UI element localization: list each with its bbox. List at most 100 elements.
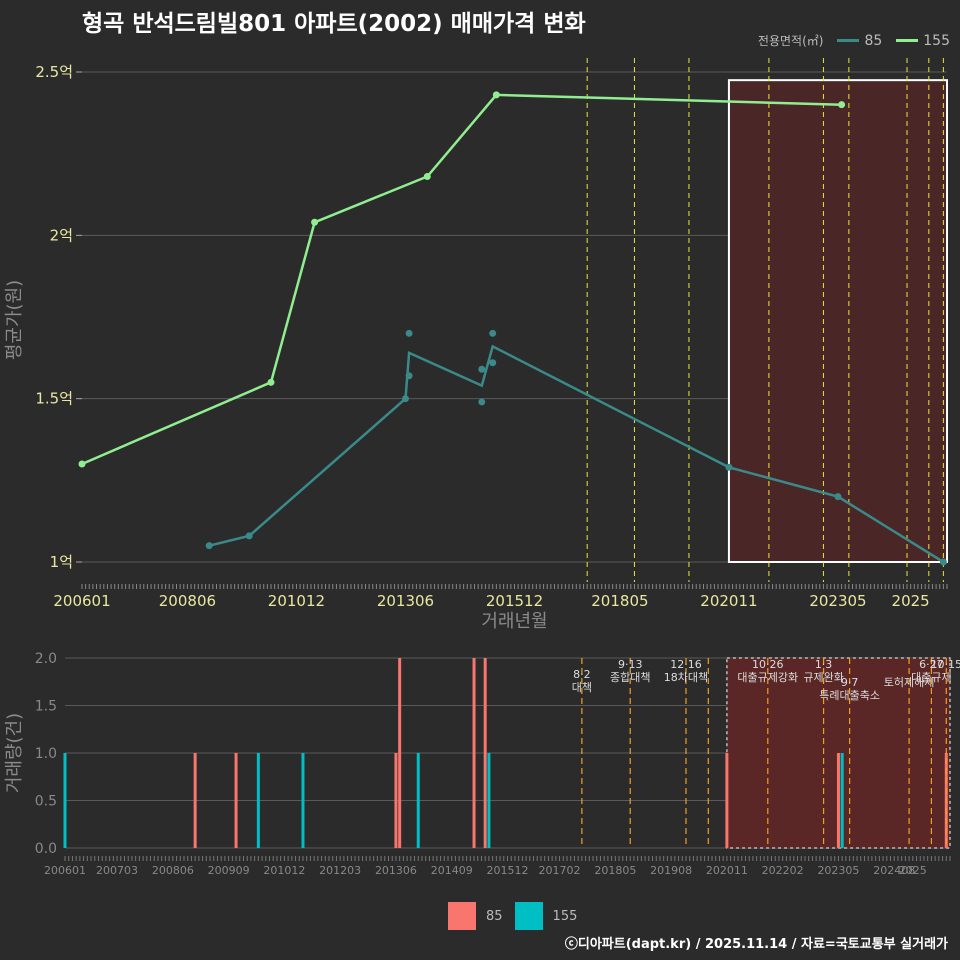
vol-policy-label: 1·3 규제완화 [803,658,843,684]
legend-item-85[interactable]: 85 [837,33,882,49]
vol-policy-label-line: 토허제해제 [884,675,935,689]
legend-bottom-item-85[interactable]: 85 [448,902,503,930]
legend-bottom: 85 155 [448,902,589,930]
vol-policy-label-line: 9·7 [841,676,859,689]
main-y-axis-title: 평균가(원) [4,280,25,360]
series-point-155 [838,101,846,109]
vol-x-tick-label: 201512 [487,864,529,877]
vol-policy-label-line: 1·3 [815,658,833,671]
vol-bar-155 [840,753,844,848]
legend-swatch-155-icon [514,902,543,930]
vol-bar-85 [836,753,840,848]
vol-bar-85 [234,753,238,848]
vol-policy-label-line: 9·13 [618,658,643,671]
vol-x-tick-label: 201012 [263,864,305,877]
vol-y-tick-label: 0.0 [35,841,57,857]
series-point-85 [401,395,409,403]
main-x-tick-label: 2025 [892,592,930,610]
series-point-155 [78,460,86,468]
vol-policy-label-line: 특례대출축소 [819,689,880,702]
vol-policy-label: 8·2 대책 [572,668,592,694]
main-y-tick-label: 1억 [50,553,73,571]
legend-title: 전용면적(㎡) [757,34,824,48]
series-line-85 [208,344,945,564]
legend-bottom-label-85: 85 [486,908,503,924]
legend-line-85-icon [837,39,860,42]
series-point-85 [205,542,213,550]
vol-policy-label-line: 종합대책 [610,671,650,684]
vol-policy-label: 토허제해제 [884,675,935,689]
vol-bar-155 [256,753,260,848]
series-point-155 [311,218,319,226]
series-point-155 [492,91,500,99]
legend-swatch-85-icon [448,902,476,930]
series-point-85 [478,365,486,373]
legend-bottom-item-155[interactable]: 155 [514,902,578,930]
chart-title: 형곡 반석드림빌801 아파트(2002) 매매가격 변화 [82,11,586,37]
main-x-axis-title: 거래년월 [481,611,547,632]
vol-x-tick-label: 200909 [208,864,250,877]
series-point-85 [245,532,253,540]
vol-x-tick-label: 202305 [817,864,859,877]
main-x-tick-label: 201012 [268,592,325,610]
vol-bar-155 [487,753,491,848]
vol-x-tick-label: 200806 [152,864,194,877]
vol-policy-label-line: 8·2 [573,668,591,681]
vol-x-tick-label: 202202 [762,864,804,877]
vol-policy-label-line: 10·26 [752,658,784,671]
series-point-85 [405,372,413,380]
series-point-85 [489,359,497,367]
series-point-85 [405,329,413,337]
vol-policy-label-line: 10·15 [931,658,960,671]
vol-x-tick-label: 201702 [539,864,581,877]
series-point-85 [478,398,486,406]
main-x-tick-label: 202305 [809,592,866,610]
main-x-tick-label: 201512 [486,592,543,610]
vol-y-tick-label: 0.5 [35,794,57,810]
legend-label-155: 155 [923,32,950,49]
series-point-85 [939,558,947,566]
vol-y-tick-label: 2.0 [35,651,57,667]
vol-policy-label-line: 6·27 [919,658,944,671]
vol-policy-label-line: 규제완화 [803,671,843,684]
vol-x-tick-label: 201908 [650,864,692,877]
series-line-155 [81,93,842,466]
vol-policy-label-line: 대출규제강화 [737,671,798,684]
vol-bar-85 [394,753,398,848]
main-y-tick-label: 2.5억 [35,63,73,81]
vol-policy-label: 6·27 대출규제 [911,658,951,684]
series-point-85 [725,463,733,471]
vol-x-tick-label: 2025 [899,864,927,877]
vol-policy-label: 9·7 특례대출축소 [819,676,880,702]
vol-y-tick-label: 1.5 [35,699,57,715]
vol-x-tick-label: 201805 [594,864,636,877]
vol-policy-label-line: 대출규제 [911,671,951,684]
legend-top: 전용면적(㎡) 85 155 [758,32,950,49]
vol-y-axis-title: 거래량(건) [4,713,25,793]
vol-bar-155 [416,753,420,848]
vol-policy-label-line: 18차대책 [664,671,708,684]
vol-bar-155 [301,753,305,848]
vol-x-tick-label: 201409 [431,864,473,877]
vol-bar-85 [398,658,402,848]
series-point-155 [423,173,431,181]
vol-bar-85 [483,658,487,848]
series-point-155 [267,378,275,386]
vol-policy-label: 9·13 종합대책 [610,658,650,684]
legend-bottom-label-155: 155 [552,908,578,924]
vol-y-tick-label: 1.0 [35,746,57,762]
vol-bar-85 [725,753,729,848]
main-x-tick-label: 202011 [700,592,757,610]
legend-item-155[interactable]: 155 [896,33,950,49]
vol-bar-85 [472,658,476,848]
main-y-tick-label: 1.5억 [35,390,73,408]
main-x-tick-label: 201306 [377,592,434,610]
vol-x-tick-label: 200601 [44,864,86,877]
vol-policy-label: 10·15 [931,658,960,671]
series-point-85 [834,493,842,501]
main-x-tick-label: 200601 [53,592,110,610]
vol-x-tick-label: 202408 [873,864,915,877]
vol-x-tick-label: 200703 [96,864,138,877]
main-x-tick-label: 200806 [159,592,216,610]
